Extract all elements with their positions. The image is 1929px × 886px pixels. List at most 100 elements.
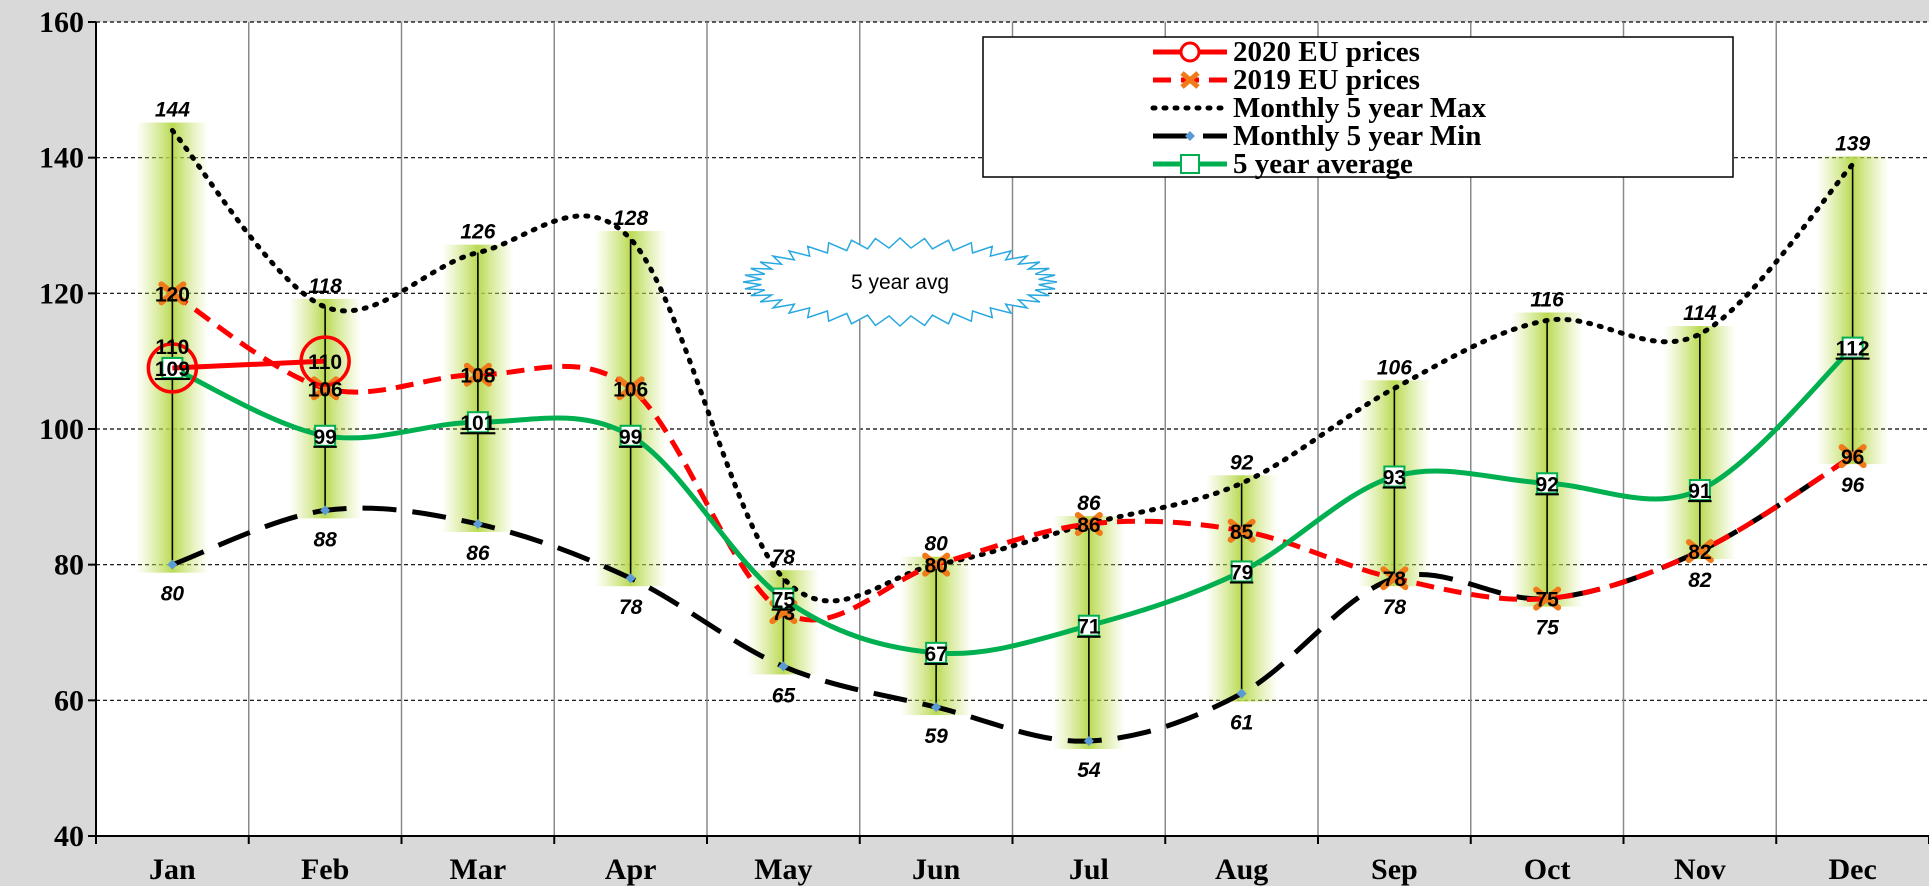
legend-label: Monthly 5 year Max	[1233, 92, 1487, 124]
average-data-label: 101	[460, 412, 495, 435]
marker-square	[1841, 336, 1864, 359]
callout: 5 year avg	[742, 236, 1058, 328]
legend-marker	[1179, 41, 1201, 63]
legend-label: 2019 EU prices	[1233, 64, 1420, 96]
marker-diamond	[1083, 736, 1094, 747]
callout-label: 5 year avg	[851, 271, 949, 294]
marker-square	[619, 424, 642, 447]
marker-x	[1227, 518, 1256, 543]
min-data-label: 78	[619, 596, 643, 619]
x-tick-label: Aug	[1215, 853, 1268, 886]
marker-x	[922, 552, 951, 577]
marker-x	[158, 281, 187, 306]
marker-diamond	[778, 661, 789, 672]
legend-marker	[1180, 154, 1200, 174]
x-tick-label: May	[754, 853, 812, 886]
marker-diamond	[320, 505, 331, 516]
x-tick-label: Nov	[1674, 853, 1726, 886]
average-data-label: 67	[924, 643, 947, 666]
min-data-label: 75	[1535, 617, 1559, 640]
y-tick-label: 160	[39, 6, 84, 39]
y-tick-label: 40	[54, 820, 84, 853]
x-tick-label: Oct	[1524, 853, 1571, 886]
average-data-label: 71	[1077, 616, 1101, 639]
marker-diamond	[625, 573, 636, 584]
2019-data-label: 106	[613, 378, 648, 401]
range-bands	[136, 122, 1889, 750]
marker-square	[772, 587, 795, 610]
x-tick-label: Feb	[301, 853, 349, 886]
2019-data-label: 106	[308, 378, 343, 401]
2019-data-label: 80	[924, 555, 947, 578]
x-tick-label: Dec	[1828, 853, 1876, 886]
2019-data-label: 82	[1688, 541, 1711, 564]
max-data-label: 78	[772, 546, 796, 569]
average-data-label: 99	[619, 426, 642, 449]
marker-square	[466, 411, 489, 434]
marker-x	[1380, 566, 1409, 591]
x-tick-label: Jan	[149, 853, 196, 886]
legend-label: 5 year average	[1233, 148, 1413, 180]
marker-x	[1074, 511, 1103, 536]
marker-x	[1838, 444, 1867, 469]
min-data-label: 82	[1688, 569, 1712, 592]
min-data-label: 86	[466, 542, 490, 565]
x-tick-label: Apr	[605, 853, 657, 886]
max-data-label: 80	[924, 533, 948, 556]
y-tick-label: 80	[54, 549, 84, 582]
marker-square	[1688, 479, 1711, 502]
legend-label: Monthly 5 year Min	[1233, 120, 1481, 152]
max-data-label: 118	[308, 275, 342, 298]
average-data-label: 109	[155, 358, 190, 381]
2019-data-label: 96	[1841, 446, 1864, 469]
2020-data-label: 110	[308, 351, 342, 374]
legend-label: 2020 EU prices	[1233, 36, 1420, 68]
average-data-label: 99	[313, 426, 336, 449]
min-data-label: 88	[313, 528, 337, 551]
min-data-label: 54	[1077, 759, 1101, 782]
marker-x	[1533, 586, 1562, 611]
y-tick-label: 60	[54, 684, 84, 717]
marker-diamond	[931, 702, 942, 713]
starburst-callout	[742, 236, 1058, 328]
2019-data-label: 120	[155, 283, 190, 306]
min-data-label: 61	[1230, 712, 1253, 735]
2019-data-label: 86	[1077, 514, 1100, 537]
y-tick-label: 140	[39, 142, 84, 175]
marker-square	[925, 641, 948, 664]
series-line-5-year-average	[171, 345, 1855, 657]
marker-square	[1230, 560, 1253, 583]
2019-data-label: 78	[1383, 568, 1407, 591]
marker-diamond	[1236, 688, 1247, 699]
min-data-label: 78	[1383, 596, 1407, 619]
series-lines	[146, 128, 1867, 747]
legend-marker	[1180, 71, 1200, 89]
x-tick-label: Jul	[1069, 853, 1109, 886]
marker-x	[1685, 539, 1714, 564]
average-data-label: 75	[772, 589, 796, 612]
max-data-label: 116	[1530, 288, 1564, 311]
marker-square	[1536, 472, 1559, 495]
x-tick-label: Sep	[1371, 853, 1418, 886]
legend-box	[982, 36, 1734, 178]
max-data-label: 128	[613, 207, 648, 230]
2019-data-label: 108	[460, 365, 495, 388]
average-data-label: 93	[1383, 466, 1406, 489]
2020-data-label: 110	[155, 336, 189, 359]
min-data-label: 59	[924, 725, 948, 748]
x-tick-label: Mar	[450, 853, 507, 886]
max-data-label: 139	[1835, 132, 1870, 155]
marker-square	[314, 424, 337, 447]
max-data-label: 114	[1683, 302, 1717, 325]
2019-data-label: 75	[1535, 589, 1559, 612]
y-tick-label: 100	[39, 413, 84, 446]
axes: 40 60 80 100 120 140 160 Jan Feb Mar Apr May Jun Jul A…	[39, 6, 1929, 886]
min-data-label: 65	[772, 684, 796, 707]
average-data-label: 91	[1688, 480, 1712, 503]
max-data-label: 92	[1230, 451, 1254, 474]
max-data-label: 106	[1377, 356, 1412, 379]
marker-circle	[299, 335, 351, 387]
max-data-label: 126	[460, 221, 495, 244]
